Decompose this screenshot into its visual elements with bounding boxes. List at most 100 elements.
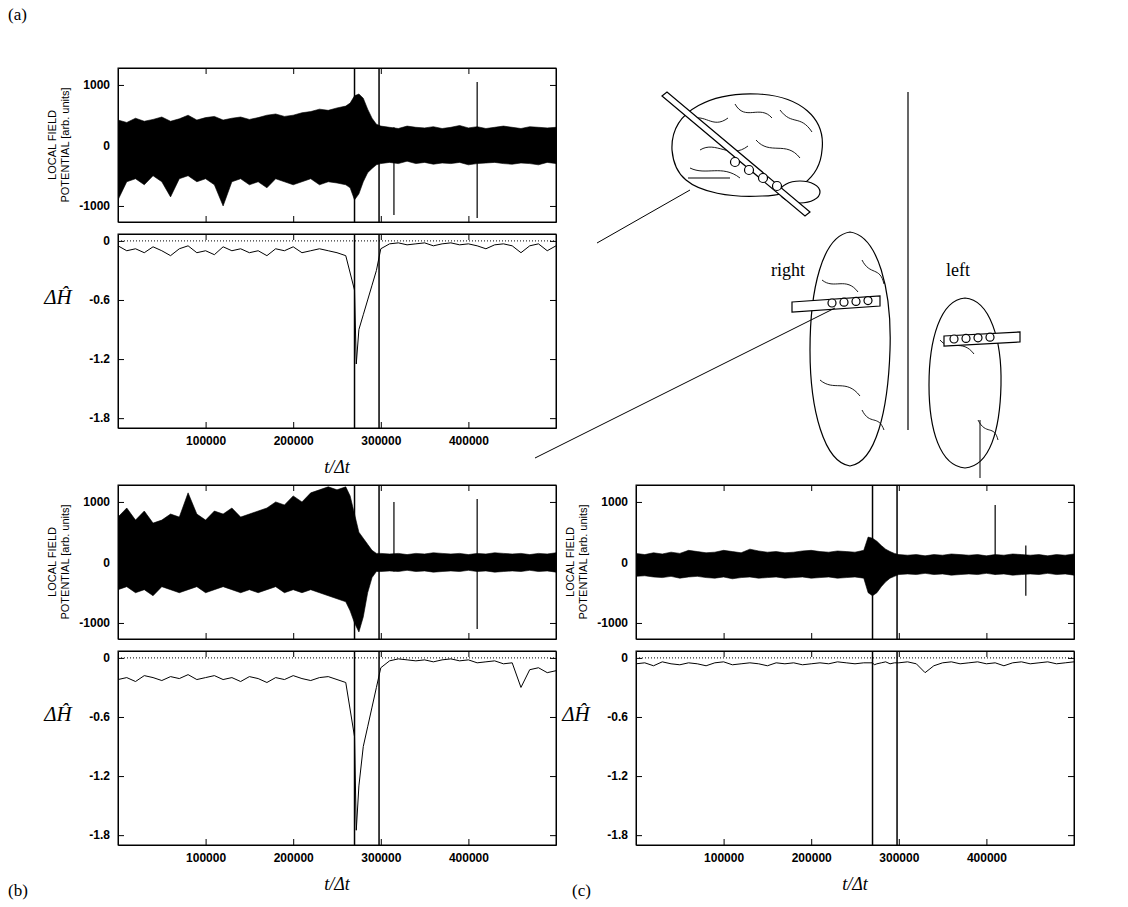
plot-data <box>118 82 556 218</box>
y-axis-tick: -1000 <box>597 616 642 630</box>
y-axis-tick: -0.6 <box>607 710 642 724</box>
y-axis: -1.8-1.2-0.60 <box>89 234 124 428</box>
electrode-contact <box>773 182 782 191</box>
y-axis-tick: 0 <box>103 651 124 665</box>
x-axis-top-tick <box>811 651 812 657</box>
brain-gyrus <box>978 420 998 440</box>
y-axis-tick: -1.8 <box>89 828 124 842</box>
x-axis-tick <box>293 633 294 639</box>
electrode-contact <box>986 333 994 341</box>
electrode-contact <box>950 335 958 343</box>
figure-canvas: -100001000LOCAL FIELDPOTENTIAL [arb. uni… <box>0 0 1128 907</box>
tick-mark <box>468 651 469 657</box>
tick-mark <box>381 234 382 240</box>
tick-label: 0 <box>621 651 628 665</box>
plot-data <box>636 658 1074 673</box>
y-axis-right-line <box>556 652 557 846</box>
x-axis-tick <box>468 216 469 222</box>
y-axis-right <box>550 69 557 223</box>
tick-mark <box>1068 658 1074 659</box>
tick-mark <box>636 658 642 659</box>
connector <box>535 308 835 458</box>
tick-mark <box>811 633 812 639</box>
x-axis-tick <box>811 633 812 639</box>
x-axis-top-tick <box>206 68 207 74</box>
tick-mark <box>468 633 469 639</box>
event-marker <box>354 234 356 428</box>
panel-letter: (c) <box>572 881 591 900</box>
tick-label: 200000 <box>274 434 314 448</box>
tick-mark <box>636 623 642 624</box>
tick-label: -0.6 <box>89 710 110 724</box>
x-axis: 100000200000300000400000 <box>119 839 557 865</box>
y-axis-right <box>550 486 557 640</box>
tick-mark <box>118 145 124 146</box>
x-axis-top <box>637 485 1075 491</box>
tick-label: 1000 <box>83 78 110 92</box>
tick-mark <box>811 651 812 657</box>
tick-mark <box>118 359 124 360</box>
tick-mark <box>811 839 812 845</box>
y-axis-title: ΔĤ <box>43 702 73 726</box>
plot-frame <box>118 234 556 428</box>
x-axis-top-tick <box>293 651 294 657</box>
tick-mark <box>293 651 294 657</box>
reference-line <box>636 657 1074 658</box>
tick-label: 0 <box>103 139 110 153</box>
x-axis <box>637 633 1075 640</box>
x-axis-tick: 400000 <box>449 839 489 865</box>
brain-gyrus <box>756 140 800 158</box>
tick-mark <box>206 651 207 657</box>
tick-mark <box>118 502 124 503</box>
y-axis-right-tick <box>550 623 556 624</box>
x-axis-top-tick <box>206 651 207 657</box>
tick-mark <box>293 234 294 240</box>
signal-envelope <box>118 94 556 206</box>
tick-mark <box>381 839 382 845</box>
brain-diagram: rightleft <box>535 92 1020 478</box>
tick-label: 1000 <box>601 495 628 509</box>
x-axis-tick: 200000 <box>792 839 832 865</box>
y-axis-right-line <box>556 486 557 640</box>
event-marker <box>378 234 380 428</box>
y-axis-tick: 1000 <box>83 495 124 509</box>
tick-mark <box>206 68 207 74</box>
x-axis-top-tick <box>293 68 294 74</box>
plot-frame <box>118 651 556 845</box>
y-axis-title: LOCAL FIELDPOTENTIAL [arb. units] <box>46 87 71 202</box>
x-axis-top-line <box>119 485 557 486</box>
brain-gyrus <box>862 260 884 284</box>
y-axis-tick: 1000 <box>83 78 124 92</box>
tick-label: -1000 <box>597 616 628 630</box>
plot-frame <box>118 68 556 222</box>
y-axis-right-tick <box>550 835 556 836</box>
tick-mark <box>550 145 556 146</box>
x-axis-top-line <box>637 485 1075 486</box>
signal-spike <box>393 502 394 572</box>
y-axis-tick: 0 <box>621 651 642 665</box>
x-axis-top <box>119 68 557 74</box>
brain-gyrus <box>820 380 860 396</box>
y-axis: -100001000 <box>79 486 124 640</box>
signal-spike <box>1025 546 1026 596</box>
signal-spike <box>995 505 996 575</box>
y-axis-tick: -1.8 <box>607 828 642 842</box>
x-axis-line <box>119 222 557 223</box>
brain-gyrus <box>780 110 812 132</box>
electrode-contact <box>852 297 860 305</box>
tick-label: 300000 <box>361 851 401 865</box>
brain-axial-right <box>810 232 890 466</box>
plot-data <box>118 658 556 830</box>
tick-label: 0 <box>103 651 110 665</box>
x-axis-top-tick <box>381 234 382 240</box>
x-axis-line <box>637 845 1075 846</box>
tick-mark <box>550 85 556 86</box>
chart-panel: -100001000LOCAL FIELDPOTENTIAL [arb. uni… <box>564 485 1075 640</box>
tick-mark <box>118 776 124 777</box>
y-axis-tick: -1.2 <box>89 352 124 366</box>
y-axis-right-tick <box>550 562 556 563</box>
tick-mark <box>118 658 124 659</box>
measure-line <box>636 662 1074 673</box>
x-axis-top-tick <box>293 485 294 491</box>
tick-mark <box>118 562 124 563</box>
